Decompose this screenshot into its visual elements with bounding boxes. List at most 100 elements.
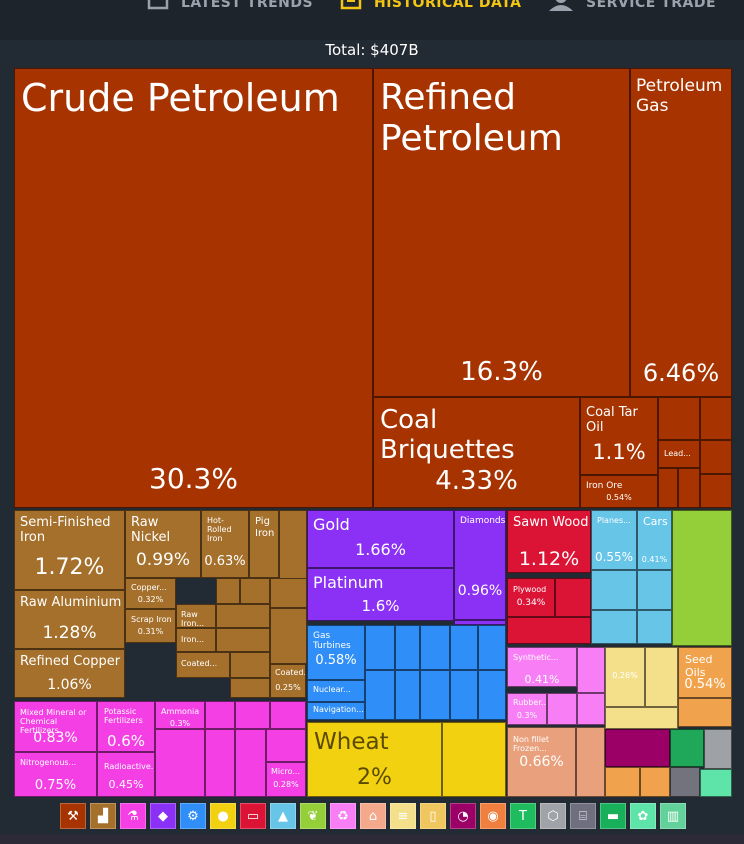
treemap-tile-gas-turbines[interactable]: Gas Turbines 0.58%: [307, 625, 365, 680]
nav-historical-data[interactable]: HISTORICAL DATA: [340, 0, 522, 15]
treemap-tile-rubber[interactable]: Rubber... 0.3%: [507, 693, 547, 725]
treemap-tile-diamonds[interactable]: Diamonds 0.96%: [454, 510, 506, 620]
treemap-tile-synthetic[interactable]: Synthetic... 0.41%: [507, 647, 577, 687]
tile-share: 0.54%: [606, 493, 632, 502]
treemap-tile-refined-petroleum[interactable]: Refined Petroleum 16.3%: [373, 68, 630, 397]
treemap-tile-coal-tar-oil[interactable]: Coal Tar Oil 1.1%: [580, 397, 658, 475]
weapons-icon[interactable]: ▥: [660, 803, 686, 829]
treemap-tile-raw-aluminium[interactable]: Raw Aluminium 1.28%: [14, 590, 125, 649]
tile-share: 0.66%: [519, 754, 564, 770]
tile-label: Plywood: [513, 585, 547, 594]
treemap-tile-gold[interactable]: Gold 1.66%: [307, 510, 454, 568]
treemap-tile-unlabeled: [420, 625, 450, 670]
tile-share: 0.3%: [516, 711, 538, 720]
treemap-tile-unlabeled: [555, 578, 591, 617]
treemap-tile-semi-finished-iron[interactable]: Semi-Finished Iron 1.72%: [14, 510, 125, 590]
treemap-tile-unlabeled: [640, 767, 670, 797]
treemap-tile-nuclear[interactable]: Nuclear...: [307, 680, 365, 702]
textile-clothing-icon[interactable]: T: [510, 803, 536, 829]
mineral-products-icon[interactable]: ⚒: [60, 803, 86, 829]
treemap-tile-sawn-wood[interactable]: Sawn Wood 1.12%: [507, 510, 591, 573]
treemap-tile-raw-iron[interactable]: Raw Iron...: [176, 604, 216, 628]
tile-share: 6.46%: [642, 359, 720, 388]
tile-label: Semi-Finished Iron: [20, 515, 111, 545]
tile-share: 0.83%: [33, 730, 78, 746]
treemap-tile-wheat[interactable]: Wheat 2%: [307, 722, 442, 797]
stone-glass-icon[interactable]: ▯: [420, 803, 446, 829]
treemap-tile-cars[interactable]: Cars 0.41%: [637, 510, 672, 570]
treemap-tile-unlabeled: [454, 620, 506, 625]
animal-hides-icon[interactable]: ⌂: [360, 803, 386, 829]
machines-icon[interactable]: ⚙: [180, 803, 206, 829]
treemap-tile-unlabeled: [577, 693, 605, 725]
tile-share: 0.3%: [169, 719, 191, 728]
treemap-tile-copper[interactable]: Copper... 0.32%: [125, 578, 176, 609]
tile-share: 16.3%: [460, 357, 543, 388]
treemap-tile-scrap-iron[interactable]: Scrap Iron 0.31%: [125, 609, 176, 643]
treemap-tile-refined-copper[interactable]: Refined Copper 1.06%: [14, 649, 125, 698]
tile-share: 0.55%: [594, 550, 634, 564]
footwear-icon[interactable]: ▬: [600, 803, 626, 829]
treemap-tile-unlabeled: [645, 647, 678, 707]
treemap-tile-unlabeled: [672, 510, 732, 646]
treemap-tile-share-0-26[interactable]: 0.26%: [605, 647, 645, 707]
treemap-tile-radioactive[interactable]: Radioactive... 0.45%: [97, 752, 155, 797]
animal-products-icon[interactable]: ◉: [480, 803, 506, 829]
precious-metals-icon[interactable]: ◆: [150, 803, 176, 829]
treemap-tile-ammonia[interactable]: Ammonia 0.3%: [155, 701, 205, 729]
vegetable-products-icon[interactable]: ❦: [300, 803, 326, 829]
treemap-tile-unlabeled: [591, 570, 637, 610]
treemap-tile-unlabeled: [678, 698, 732, 727]
plastics-rubbers-icon[interactable]: ♻: [330, 803, 356, 829]
tile-share: 0.32%: [137, 595, 164, 604]
treemap-tile-planes[interactable]: Planes... 0.55%: [591, 510, 637, 570]
treemap-tile-hot-rolled-iron[interactable]: Hot-Rolled Iron 0.63%: [201, 510, 249, 578]
treemap-tile-unlabeled: [700, 397, 732, 440]
treemap-tile-unlabeled: [365, 625, 395, 670]
treemap-tile-nitrogenous[interactable]: Nitrogenous... 0.75%: [14, 752, 97, 797]
treemap-tile-iron[interactable]: Iron...: [176, 628, 216, 652]
animal-hides-skins-icon[interactable]: ✿: [630, 803, 656, 829]
treemap-tile-unlabeled: [547, 693, 577, 725]
tile-label: Non fillet Frozen...: [513, 735, 550, 754]
treemap-tile-coated[interactable]: Coated...: [176, 652, 230, 678]
treemap-tile-plywood[interactable]: Plywood 0.34%: [507, 578, 555, 617]
treemap-tile-lead[interactable]: Lead...: [658, 440, 700, 468]
treemap-tile-iron-ore[interactable]: Iron Ore 0.54%: [580, 475, 658, 508]
paper-goods-icon[interactable]: ⬡: [540, 803, 566, 829]
treemap-tile-potassic-fertilizers[interactable]: Potassic Fertilizers 0.6%: [97, 701, 155, 752]
treemap-tile-coated[interactable]: Coated... 0.25%: [270, 664, 306, 698]
treemap-tile-pig-iron[interactable]: Pig Iron: [249, 510, 279, 578]
treemap-tile-unlabeled: [230, 678, 270, 698]
tile-label: Diamonds: [460, 516, 506, 526]
foodstuffs-icon[interactable]: ●: [210, 803, 236, 829]
tile-label: Gold: [313, 515, 350, 534]
miscellaneous-icon[interactable]: ⌸: [570, 803, 596, 829]
treemap-tile-unlabeled: [450, 625, 478, 670]
treemap-tile-non-fillet-frozen[interactable]: Non fillet Frozen... 0.66%: [507, 727, 576, 797]
treemap-tile-coal-briquettes[interactable]: Coal Briquettes 4.33%: [373, 397, 580, 508]
treemap-tile-navigation[interactable]: Navigation...: [307, 702, 365, 720]
transportation-icon[interactable]: ▲: [270, 803, 296, 829]
tile-share: 1.6%: [361, 597, 400, 615]
metals-icon[interactable]: ▟: [90, 803, 116, 829]
nav-latest-trends[interactable]: LATEST TRENDS: [147, 0, 313, 15]
electronics-icon[interactable]: ▭: [240, 803, 266, 829]
instruments-icon[interactable]: ◔: [450, 803, 476, 829]
treemap-tile-micro[interactable]: Micro... 0.28%: [266, 762, 306, 797]
treemap-tile-raw-nickel[interactable]: Raw Nickel 0.99%: [125, 510, 201, 578]
tile-share: 2%: [357, 765, 392, 790]
treemap-tile-platinum[interactable]: Platinum 1.6%: [307, 568, 454, 621]
textiles-icon[interactable]: ≡: [390, 803, 416, 829]
treemap-tile-petroleum-gas[interactable]: Petroleum Gas 6.46%: [630, 68, 732, 397]
chemical-products-icon[interactable]: ⚗: [120, 803, 146, 829]
treemap-tile-crude-petroleum[interactable]: Crude Petroleum 30.3%: [14, 68, 373, 508]
nav-service-trade[interactable]: SERVICE TRADE: [548, 0, 716, 15]
tile-label: Scrap Iron: [131, 615, 172, 624]
treemap-tile-seed-oils[interactable]: Seed Oils 0.54%: [678, 647, 732, 698]
treemap-tile-mixed-mineral-or-chemical-fertilizers[interactable]: Mixed Mineral or Chemical Fertilizers 0.8…: [14, 701, 97, 752]
calendar-icon: [340, 0, 362, 15]
treemap-tile-unlabeled: [637, 570, 672, 610]
treemap-tile-unlabeled: [216, 628, 270, 652]
tile-label: Coated...: [181, 659, 218, 668]
